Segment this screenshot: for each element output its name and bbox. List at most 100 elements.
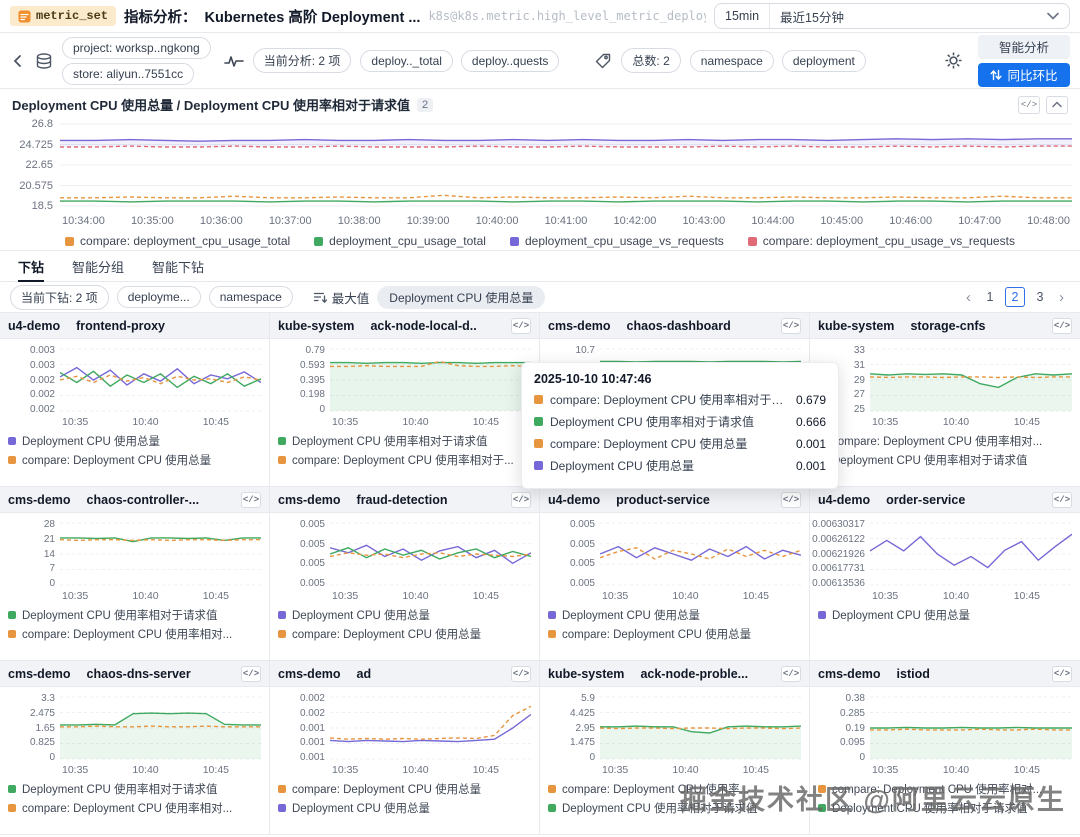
drill-metric-chip[interactable]: Deployment CPU 使用总量 <box>377 285 546 309</box>
mini-legend: Deployment CPU 使用总量 compare: Deployment C… <box>0 430 269 468</box>
mini-chart[interactable] <box>870 519 1072 589</box>
total-pill[interactable]: 总数: 2 <box>621 48 681 73</box>
x-tick: 10:45 <box>1013 590 1040 602</box>
code-icon[interactable]: </> <box>781 665 801 682</box>
legend-item[interactable]: Deployment CPU 使用率相对于请求值 <box>818 800 1072 816</box>
legend-item[interactable]: Deployment CPU 使用总量 <box>278 607 531 623</box>
current-analysis-pill[interactable]: 当前分析: 2 项 <box>252 48 352 73</box>
code-icon[interactable]: </> <box>241 665 261 682</box>
tab-下钻[interactable]: 下钻 <box>18 251 45 282</box>
legend-item[interactable]: compare: Deployment CPU 使用率相对... <box>8 626 261 642</box>
tooltip-timestamp: 2025-10-10 10:47:46 <box>534 372 652 386</box>
legend-item[interactable]: compare: Deployment CPU 使用总量 <box>548 626 801 642</box>
legend-item[interactable]: compare: Deployment CPU 使用率相对... <box>818 781 1072 797</box>
page-2[interactable]: 2 <box>1005 287 1025 307</box>
x-tick: 10:45 <box>202 590 229 602</box>
code-icon[interactable]: </> <box>511 665 531 682</box>
x-tick: 10:45 <box>202 764 229 776</box>
mini-chart[interactable] <box>60 693 261 763</box>
legend-item[interactable]: Deployment CPU 使用率相对于请求值 <box>8 781 261 797</box>
mini-y-axis: 3.3 2.475 1.65 0.825 0 <box>2 693 60 763</box>
project-pill[interactable]: project: worksp..ngkong <box>62 36 211 59</box>
card-namespace: u4-demo <box>548 492 601 507</box>
y-tick: 5.9 <box>581 693 595 704</box>
code-icon[interactable]: </> <box>781 491 801 508</box>
legend-item[interactable]: compare: Deployment CPU 使用率... <box>548 781 801 797</box>
legend-item[interactable]: Deployment CPU 使用率相对于请求值 <box>548 800 801 816</box>
back-chevron-icon[interactable] <box>10 53 26 69</box>
legend-item[interactable]: Deployment CPU 使用总量 <box>8 433 261 449</box>
mini-chart[interactable] <box>330 519 531 589</box>
tab-智能下钻[interactable]: 智能下钻 <box>152 259 205 275</box>
aggregation-control[interactable]: 最大值 <box>313 288 369 307</box>
legend-item[interactable]: Deployment CPU 使用率相对于请求值 <box>8 607 261 623</box>
code-icon[interactable]: </> <box>241 491 261 508</box>
page-next-icon[interactable]: › <box>1059 288 1064 306</box>
chevron-down-icon[interactable] <box>1047 12 1069 20</box>
legend-item[interactable]: Deployment CPU 使用率相对于请求值 <box>818 452 1072 468</box>
legend-item[interactable]: compare: Deployment CPU 使用总量 <box>278 626 531 642</box>
metric-set-badge[interactable]: metric_set <box>10 6 117 26</box>
compare-arrows-icon <box>990 69 1002 80</box>
datastore-icon[interactable] <box>35 52 53 70</box>
card-header: cms-demo chaos-controller-... </> <box>0 487 269 513</box>
legend-item[interactable]: Deployment CPU 使用总量 <box>278 800 531 816</box>
y-tick: 0.001 <box>299 737 325 749</box>
time-range-select[interactable]: 15min 最近15分钟 <box>714 3 1070 29</box>
card-deployment: chaos-controller-... <box>86 492 200 507</box>
legend-item[interactable]: compare: Deployment CPU 使用率相对... <box>818 433 1072 449</box>
code-icon[interactable]: </> <box>781 317 801 334</box>
code-icon[interactable]: </> <box>1018 95 1040 114</box>
y-tick: 4.425 <box>569 707 595 719</box>
legend-item[interactable]: compare: Deployment CPU 使用总量 <box>8 452 261 468</box>
metric-pill[interactable]: deploy.._total <box>360 49 453 72</box>
main-plot[interactable] <box>60 118 1072 212</box>
mini-chart[interactable] <box>60 345 261 415</box>
mini-chart[interactable] <box>330 693 531 763</box>
legend-item[interactable]: compare: deployment_cpu_usage_total <box>65 234 290 248</box>
legend-item[interactable]: compare: Deployment CPU 使用总量 <box>278 781 531 797</box>
code-icon[interactable]: </> <box>511 317 531 334</box>
code-icon[interactable]: </> <box>1052 665 1072 682</box>
y-tick: 0.00626122 <box>812 533 865 545</box>
page-3[interactable]: 3 <box>1036 290 1044 304</box>
legend-item[interactable]: compare: Deployment CPU 使用率相对于... <box>278 452 531 468</box>
legend-item[interactable]: compare: deployment_cpu_usage_vs_request… <box>747 234 1015 248</box>
code-icon[interactable]: </> <box>511 491 531 508</box>
smart-analysis-button[interactable]: 智能分析 <box>978 34 1070 59</box>
dimension-pill[interactable]: namespace <box>208 286 293 308</box>
mini-chart[interactable] <box>600 519 801 589</box>
legend-item[interactable]: compare: Deployment CPU 使用率相对... <box>8 800 261 816</box>
mini-chart[interactable] <box>330 345 531 415</box>
page-1[interactable]: 1 <box>986 290 994 304</box>
mini-chart[interactable] <box>870 345 1072 415</box>
mini-legend: Deployment CPU 使用率相对于请求值 compare: Deploym… <box>0 604 269 642</box>
mini-legend: compare: Deployment CPU 使用率相对... Deployme… <box>810 778 1080 816</box>
legend-item[interactable]: Deployment CPU 使用总量 <box>548 607 801 623</box>
y-tick: 0.005 <box>299 558 325 570</box>
page-prev-icon[interactable]: ‹ <box>966 288 971 306</box>
mini-chart[interactable] <box>60 519 261 589</box>
legend-item[interactable]: deployment_cpu_usage_vs_requests <box>509 234 724 248</box>
legend-item[interactable]: Deployment CPU 使用总量 <box>818 607 1072 623</box>
legend-item[interactable]: Deployment CPU 使用率相对于请求值 <box>278 433 531 449</box>
mini-chart[interactable] <box>600 693 801 763</box>
dimension-pill[interactable]: deployme... <box>116 286 201 308</box>
code-icon[interactable]: </> <box>1052 317 1072 334</box>
current-drill-pill[interactable]: 当前下钻: 2 项 <box>10 284 109 310</box>
legend-item[interactable]: deployment_cpu_usage_total <box>314 234 486 248</box>
store-pill[interactable]: store: aliyun..7551cc <box>62 62 195 85</box>
mini-y-axis: 0.005 0.005 0.005 0.005 <box>272 519 330 589</box>
mini-chart[interactable] <box>870 693 1072 763</box>
collapse-icon[interactable] <box>1046 95 1068 114</box>
y-tick: 1.65 <box>35 722 55 734</box>
time-range-short[interactable]: 15min <box>715 4 771 28</box>
toolbar: project: worksp..ngkong store: aliyun..7… <box>0 33 1080 89</box>
tag-pill[interactable]: namespace <box>689 49 774 72</box>
code-icon[interactable]: </> <box>1052 491 1072 508</box>
tag-pill[interactable]: deployment <box>781 49 866 72</box>
gear-icon[interactable] <box>944 51 963 70</box>
metric-pill[interactable]: deploy..quests <box>460 49 560 72</box>
tab-智能分组[interactable]: 智能分组 <box>72 259 125 275</box>
compare-button[interactable]: 同比环比 <box>978 62 1070 87</box>
